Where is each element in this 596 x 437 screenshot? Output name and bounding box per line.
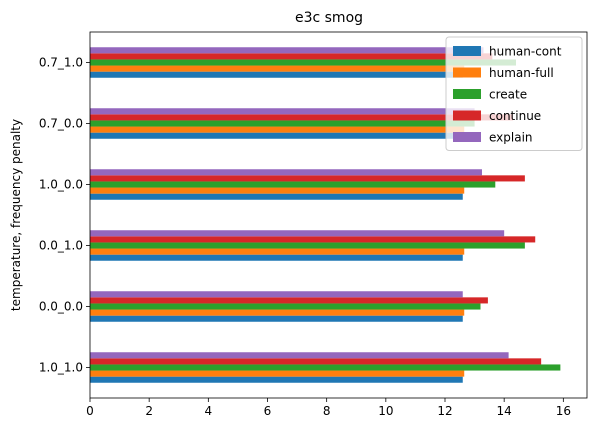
- bar-human-full-1.0_1.0: [90, 370, 465, 377]
- legend-swatch-explain: [453, 132, 481, 142]
- legend-swatch-create: [453, 89, 481, 99]
- y-tick-label: 0.7_0.0: [39, 117, 83, 131]
- bar-create-0.7_0.0: [90, 120, 475, 127]
- bar-continue-1.0_0.0: [90, 175, 525, 182]
- bar-explain-0.7_1.0: [90, 47, 484, 54]
- legend-label-create: create: [489, 88, 527, 102]
- legend-box: [445, 36, 583, 151]
- bar-explain-0.0_1.0: [90, 230, 505, 237]
- bar-human-cont-1.0_1.0: [90, 376, 463, 383]
- bar-create-1.0_1.0: [90, 364, 561, 371]
- bar-explain-0.7_0.0: [90, 108, 475, 115]
- legend-label-human-cont: human-cont: [489, 45, 562, 59]
- bar-explain-1.0_1.0: [90, 352, 509, 359]
- bar-human-full-0.0_1.0: [90, 248, 465, 255]
- y-tick-label: 0.0_1.0: [39, 239, 83, 253]
- bar-create-1.0_0.0: [90, 181, 496, 188]
- y-tick-label: 1.0_0.0: [39, 178, 83, 192]
- x-tick-label: 8: [323, 404, 331, 418]
- bar-human-full-1.0_0.0: [90, 187, 465, 194]
- x-tick-label: 6: [264, 404, 272, 418]
- x-tick-label: 16: [556, 404, 571, 418]
- bar-human-cont-0.7_0.0: [90, 132, 463, 139]
- legend-label-explain: explain: [489, 131, 533, 145]
- bar-human-cont-1.0_0.0: [90, 193, 463, 200]
- bar-human-full-0.0_0.0: [90, 309, 465, 316]
- x-tick-label: 12: [437, 404, 452, 418]
- x-tick-label: 0: [86, 404, 94, 418]
- axes-frame: [89, 31, 588, 399]
- bar-create-0.0_1.0: [90, 242, 525, 249]
- legend-swatch-human-cont: [453, 46, 481, 56]
- x-tick-label: 4: [205, 404, 213, 418]
- bar-human-cont-0.0_0.0: [90, 315, 463, 322]
- bar-continue-1.0_1.0: [90, 358, 542, 365]
- bar-explain-1.0_0.0: [90, 169, 482, 176]
- bar-continue-0.0_0.0: [90, 297, 488, 304]
- y-tick-label: 1.0_1.0: [39, 361, 83, 375]
- x-tick-label: 10: [378, 404, 393, 418]
- bar-continue-0.0_1.0: [90, 236, 536, 243]
- x-tick-label: 14: [497, 404, 512, 418]
- bar-human-full-0.7_0.0: [90, 126, 465, 133]
- y-axis-label: temperature, frequency penalty: [9, 119, 23, 311]
- plot-area: 1.0_1.0 0.0_0.0 0.0_1.0 1.0_0.0 0.7_0.0 0.7_1…: [39, 31, 588, 418]
- bar-create-0.0_0.0: [90, 303, 481, 310]
- y-tick-label: 0.7_1.0: [39, 56, 83, 70]
- legend-swatch-human-full: [453, 67, 481, 78]
- bar-continue-0.7_0.0: [90, 114, 514, 121]
- legend: human-cont human-full create continue explai…: [445, 36, 583, 151]
- legend-label-continue: continue: [489, 109, 541, 123]
- legend-swatch-continue: [453, 110, 481, 121]
- y-tick-label: 0.0_0.0: [39, 300, 83, 314]
- chart-title: e3c smog: [295, 10, 363, 26]
- bar-create-0.7_1.0: [90, 59, 516, 66]
- bar-human-cont-0.0_1.0: [90, 254, 463, 261]
- bar-explain-0.0_0.0: [90, 291, 463, 298]
- bar-human-cont-0.7_1.0: [90, 71, 463, 78]
- bar-continue-0.7_1.0: [90, 53, 493, 60]
- legend-label-human-full: human-full: [489, 66, 554, 80]
- x-tick-label: 2: [145, 404, 153, 418]
- bar-human-full-0.7_1.0: [90, 65, 465, 72]
